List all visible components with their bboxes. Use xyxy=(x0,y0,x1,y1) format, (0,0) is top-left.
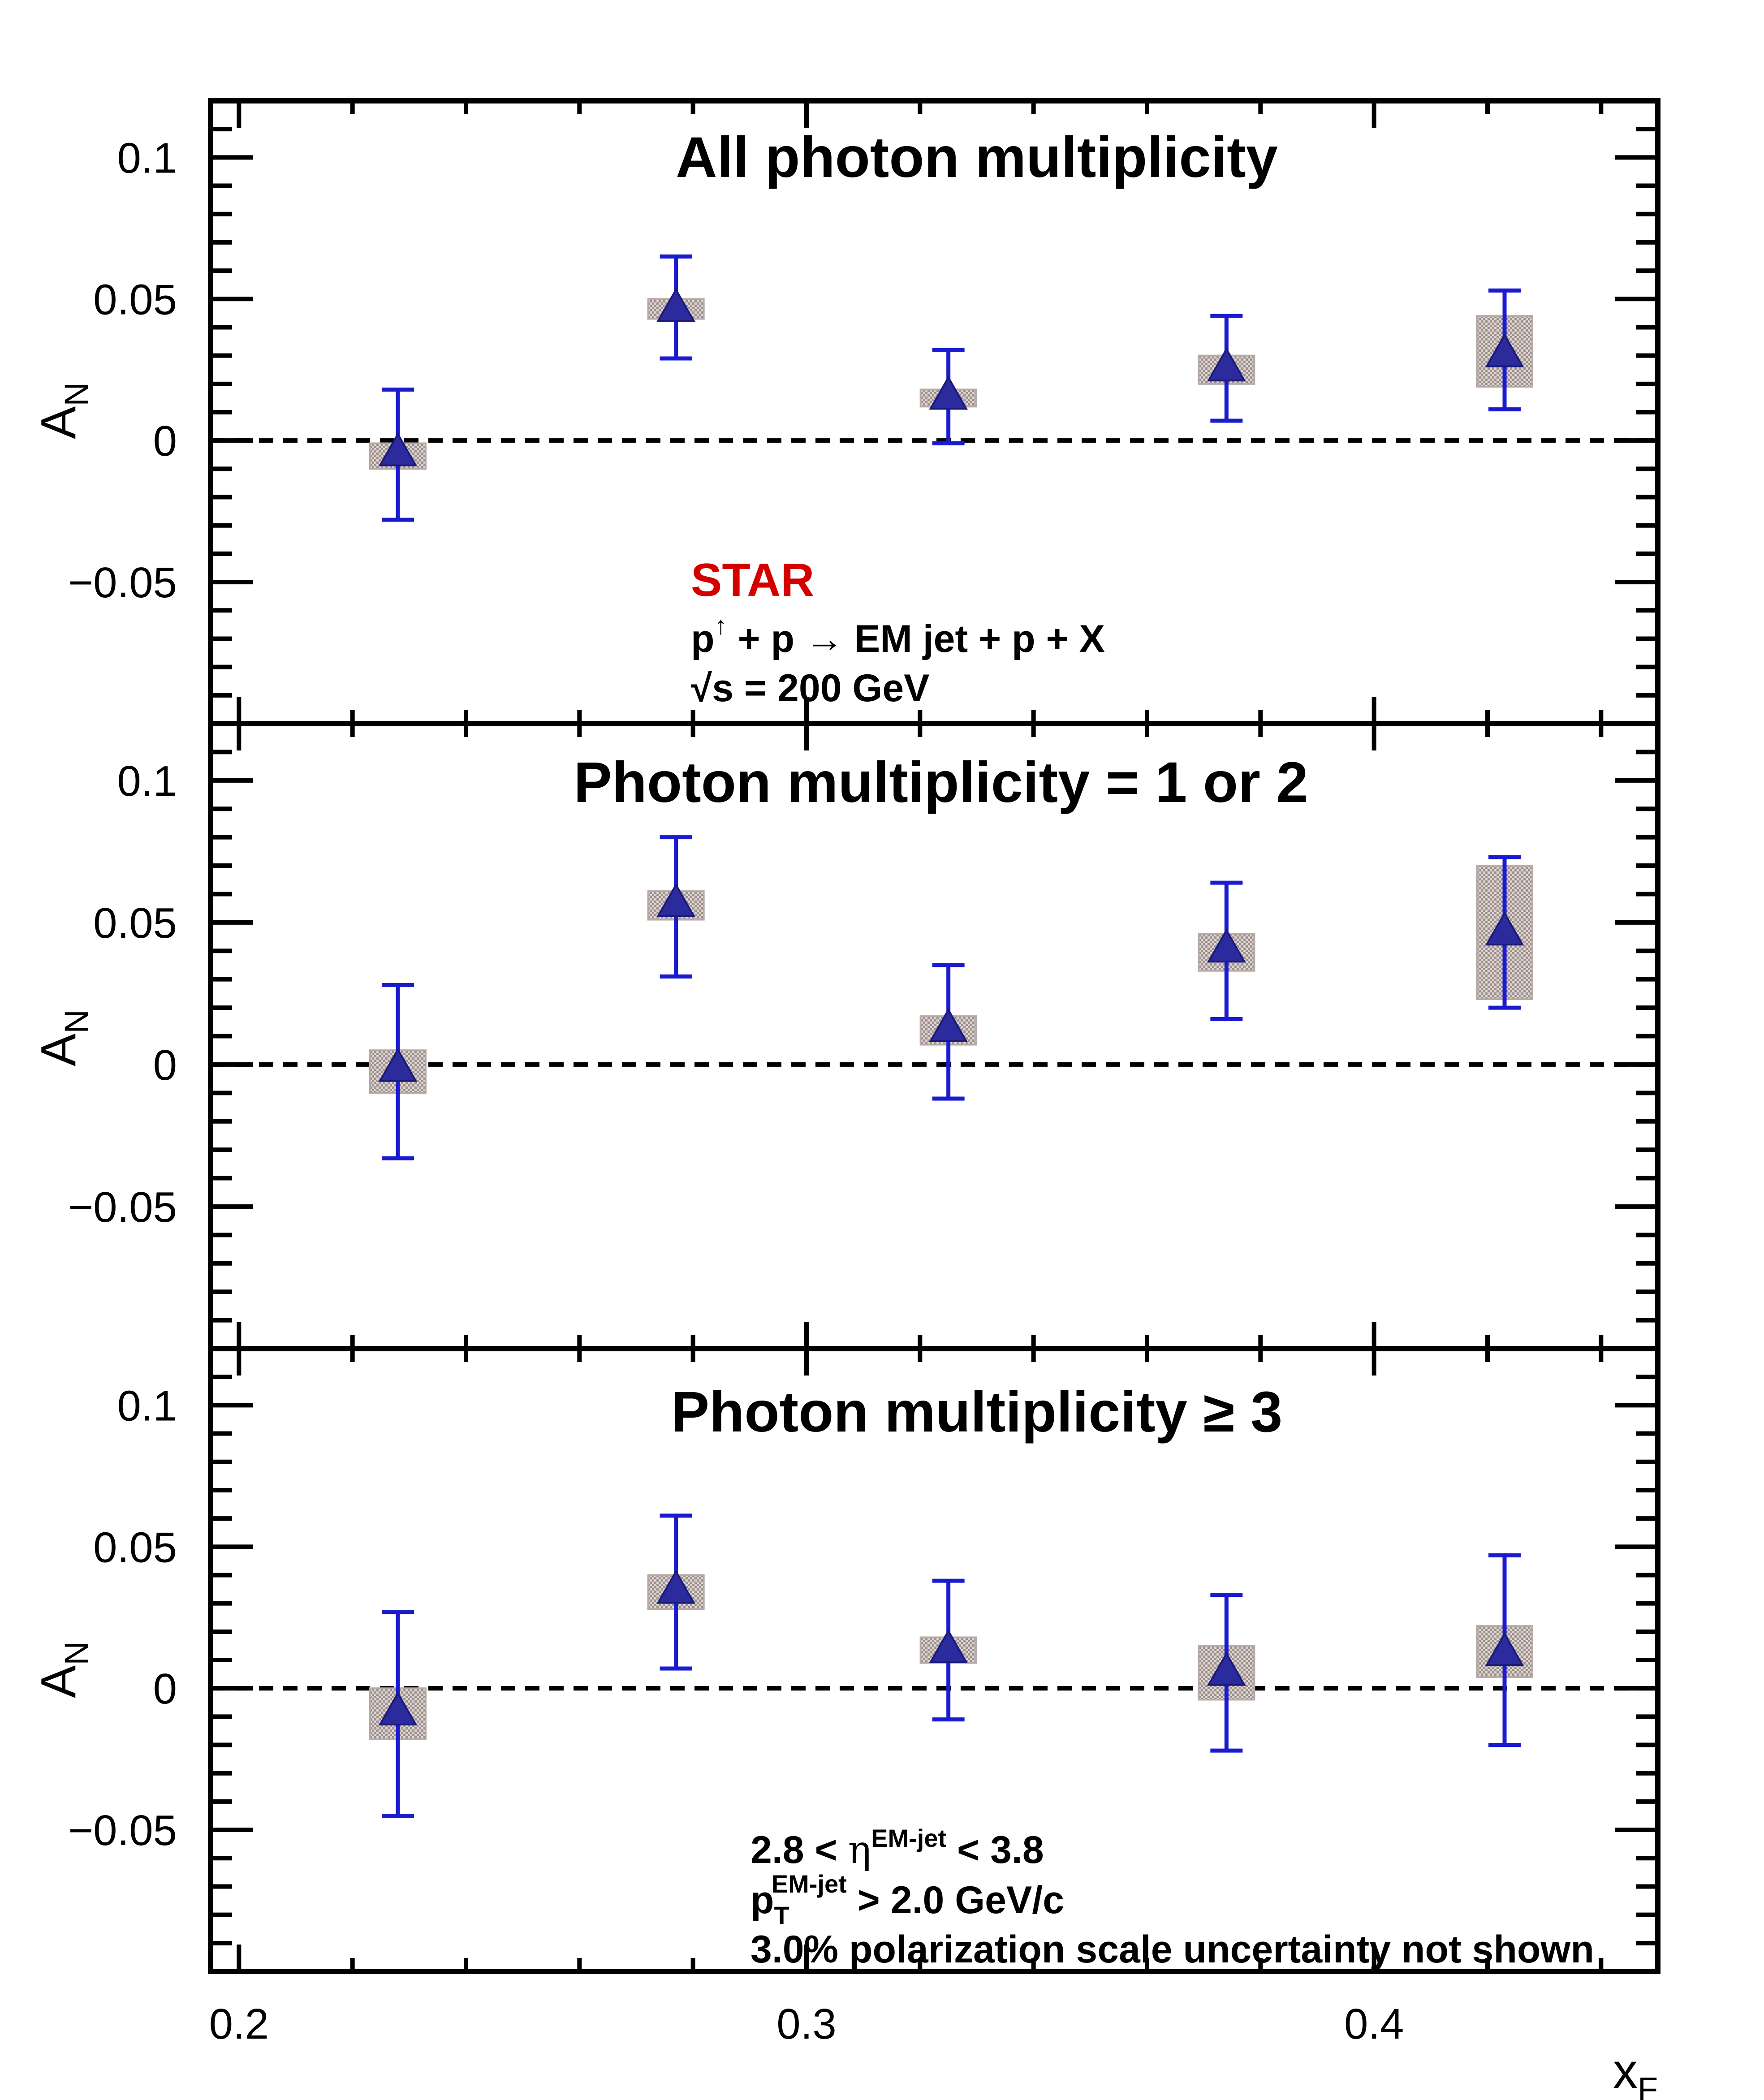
data-point-marker xyxy=(929,375,968,410)
data-point-marker xyxy=(656,288,696,322)
data-point-marker xyxy=(378,432,418,466)
panel-multiplicity-1-or-2-ticks: 0.1 0.05 0 −0.05 xyxy=(68,721,1660,1351)
y-tick-label: 0.1 xyxy=(117,757,177,805)
y-axis-title: AN xyxy=(31,1009,95,1066)
panel-multiplicity-3-plus-ticks: 0.1 0.05 0 −0.05 0.2 0.3 0.4 xyxy=(68,1346,1660,2048)
data-point-marker xyxy=(1485,911,1524,946)
experiment-label: STAR xyxy=(691,554,814,606)
pt-threshold-label: pTEM-jet > 2.0 GeV/c xyxy=(750,1870,1064,1929)
y-axis-title: AN xyxy=(31,382,95,439)
y-tick-label: 0.1 xyxy=(117,1382,177,1430)
panel-all-photon-data xyxy=(369,254,1533,522)
y-tick-label: 0.1 xyxy=(117,134,177,182)
panel-multiplicity-1-or-2-data xyxy=(369,835,1533,1160)
eta-range-label: 2.8 < ηEM-jet < 3.8 xyxy=(750,1824,1044,1872)
panel-multiplicity-1-or-2: 0.1 0.05 0 −0.05 Photon multiplicity = 1 or… xyxy=(31,721,1660,1351)
x-tick-label: 0.3 xyxy=(776,2000,836,2048)
y-tick-label: 0.05 xyxy=(93,899,177,947)
annotation-star: STAR p↑ + p → EM jet + p + X √s = 200 Ge… xyxy=(691,554,1105,710)
data-point-marker xyxy=(929,1008,968,1042)
y-tick-label: 0 xyxy=(153,417,177,465)
data-point-marker xyxy=(1485,333,1524,367)
y-tick-label: −0.05 xyxy=(68,1807,177,1854)
x-tick-label: 0.2 xyxy=(209,2000,269,2048)
data-point-marker xyxy=(656,1570,696,1604)
panel-title: All photon multiplicity xyxy=(676,125,1278,190)
data-point-marker xyxy=(1207,928,1246,963)
annotation-kinematics: 2.8 < ηEM-jet < 3.8 pTEM-jet > 2.0 GeV/c… xyxy=(750,1824,1594,1971)
x-tick-label: 0.4 xyxy=(1344,2000,1404,2048)
data-point-marker xyxy=(1207,347,1246,382)
panel-multiplicity-3-plus-data xyxy=(369,1514,1533,1818)
panel-all-photon: 0.1 0.05 0 −0.05 All photon multiplicity AN… xyxy=(31,98,1660,726)
data-point-marker xyxy=(1485,1632,1524,1666)
panel-multiplicity-3-plus: 0.1 0.05 0 −0.05 0.2 0.3 0.4 Photon multiplici… xyxy=(31,1346,1660,2100)
data-point-marker xyxy=(656,883,696,917)
panel-title: Photon multiplicity = 1 or 2 xyxy=(574,750,1308,815)
polarization-note: 3.0% polarization scale uncertainty not … xyxy=(750,1928,1594,1971)
y-tick-label: −0.05 xyxy=(68,1183,177,1231)
data-point-marker xyxy=(378,1691,418,1726)
y-tick-label: 0.05 xyxy=(93,1523,177,1571)
y-tick-label: 0 xyxy=(153,1041,177,1089)
y-tick-label: 0 xyxy=(153,1665,177,1713)
reaction-label: p↑ + p → EM jet + p + X xyxy=(691,611,1105,660)
x-axis-title: xF xyxy=(1613,2044,1658,2100)
y-axis-title: AN xyxy=(31,1641,95,1698)
data-point-marker xyxy=(378,1048,418,1082)
data-point-marker xyxy=(929,1629,968,1664)
y-tick-label: 0.05 xyxy=(93,276,177,323)
energy-label: √s = 200 GeV xyxy=(691,667,930,710)
data-point-marker xyxy=(1207,1652,1246,1686)
panel-title: Photon multiplicity ≥ 3 xyxy=(671,1380,1283,1444)
y-tick-label: −0.05 xyxy=(68,559,177,607)
